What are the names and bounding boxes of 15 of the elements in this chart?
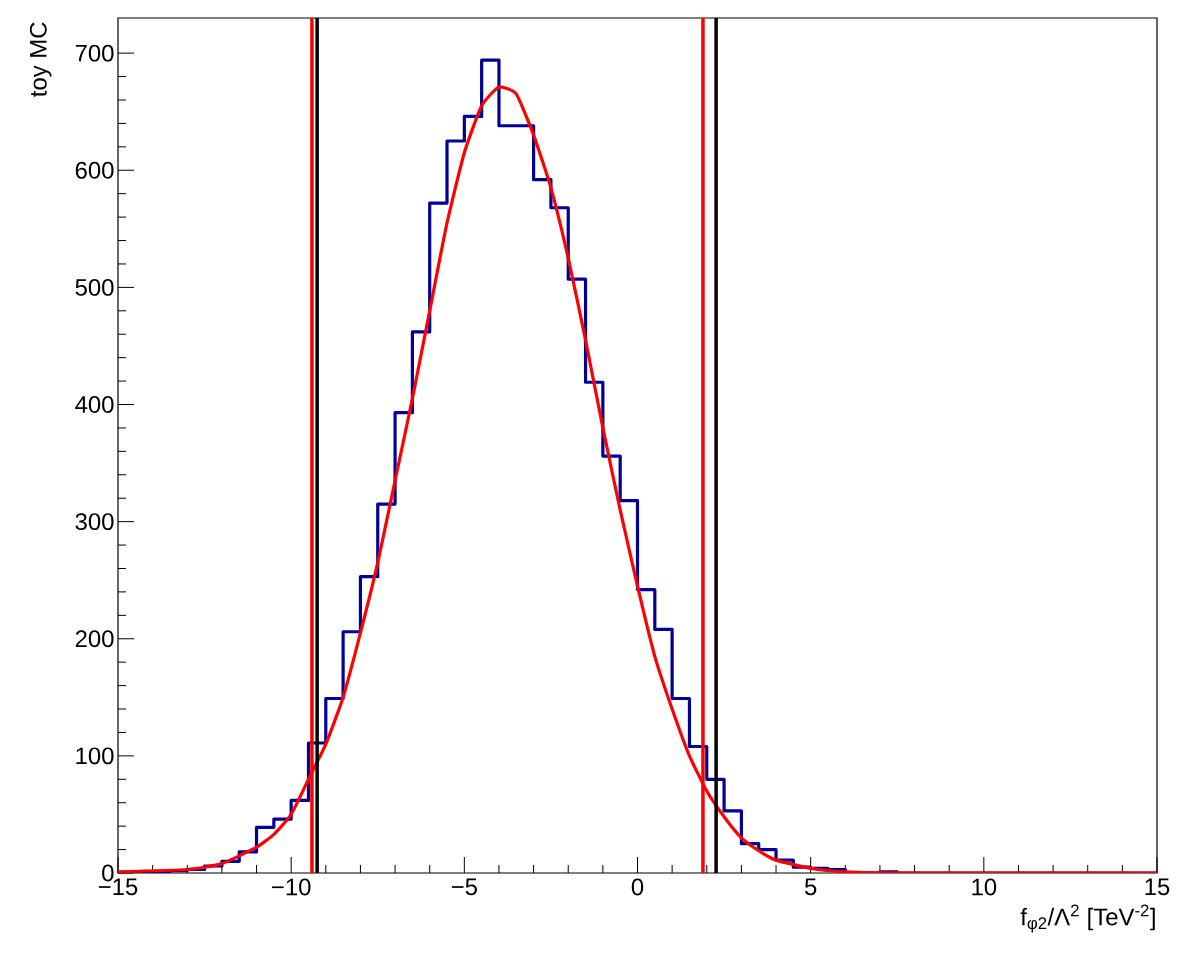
y-tick-label: 600	[75, 161, 114, 179]
x-tick-label: 10	[972, 878, 997, 896]
y-tick-label: 700	[75, 44, 114, 62]
y-tick-label: 200	[75, 630, 114, 648]
y-tick-label: 100	[76, 747, 114, 765]
x-tick-label: −5	[451, 878, 477, 896]
y-axis-title: toy MC	[29, 22, 52, 97]
x-tick-label: 0	[631, 878, 644, 896]
y-tick-label: 400	[75, 396, 114, 413]
y-tick-label: 300	[75, 513, 114, 531]
x-tick-label: 15	[1145, 878, 1170, 896]
y-tick-label: 500	[75, 278, 114, 296]
x-axis-title: f$_{φ2}$/Λ$^{2}$ [TeV$^{-2}$]	[1020, 904, 1155, 933]
x-tick-label: 5	[804, 878, 817, 896]
x-tick-label: −10	[272, 878, 311, 896]
